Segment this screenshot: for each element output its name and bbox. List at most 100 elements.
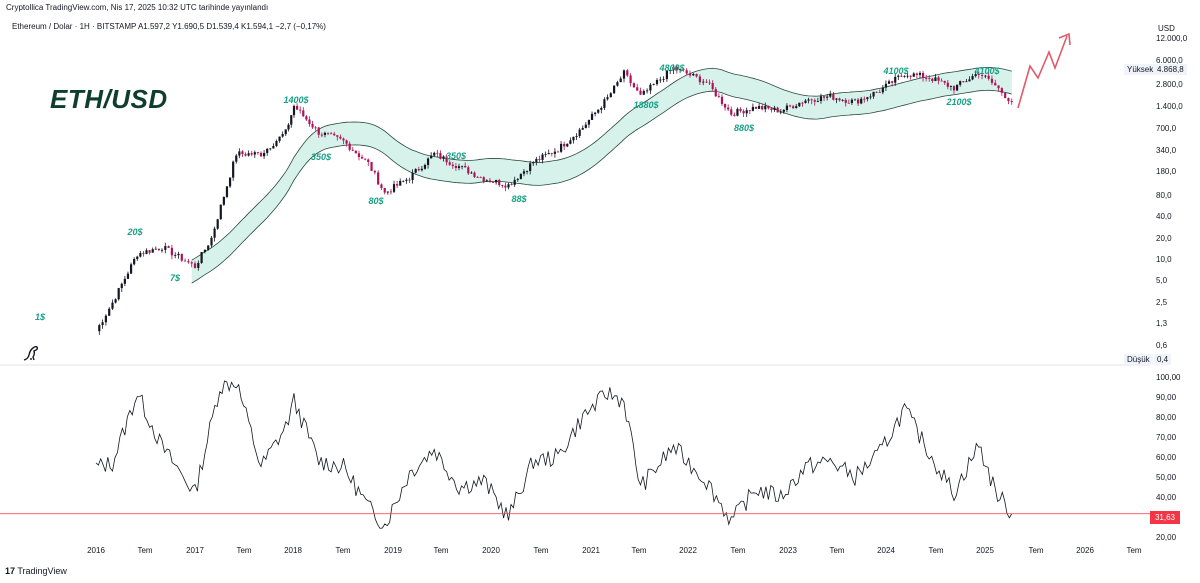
projection-arrow [1017, 32, 1071, 109]
candle-body [636, 87, 639, 91]
candle-body [946, 82, 949, 87]
candle-body [675, 66, 678, 70]
time-label: 2026 [1076, 546, 1094, 555]
candle-body [581, 127, 584, 130]
candle-body [566, 143, 569, 147]
candle-body [111, 302, 114, 309]
candle-body [272, 146, 275, 149]
candle-body [491, 182, 495, 183]
candle-body [906, 75, 909, 77]
candle-body [940, 80, 943, 82]
candle-body [770, 108, 773, 111]
candle-body [652, 84, 655, 85]
candle-body [977, 74, 980, 76]
price-tick: 180,0 [1156, 167, 1177, 176]
candle-body [832, 93, 835, 100]
candle-body [504, 185, 507, 188]
time-label: Tem [1028, 546, 1044, 555]
rsi-line [95, 380, 1013, 529]
candle-body [339, 136, 342, 139]
candle-body [600, 107, 603, 110]
candle-body [785, 105, 789, 110]
tradingview-logo-icon: 17 [5, 566, 16, 576]
time-label: 2023 [779, 546, 797, 555]
candle-body [136, 256, 139, 260]
candle-body [538, 158, 541, 160]
candle-body [955, 84, 959, 91]
tradingview-brand[interactable]: 17 TradingView [5, 566, 67, 576]
candle-body [894, 76, 897, 83]
candle-body [193, 263, 197, 268]
candle-body [708, 82, 711, 84]
projection-path [1017, 35, 1068, 109]
price-tick: 40,0 [1156, 212, 1172, 221]
projection-arrowhead [1058, 32, 1071, 46]
band-fill [191, 67, 1012, 284]
candle-body [114, 299, 117, 303]
rsi-tick: 20,00 [1156, 533, 1177, 542]
candle-body [510, 184, 513, 186]
candle-body [937, 77, 940, 81]
candle-body [320, 134, 323, 136]
candle-body [949, 86, 953, 87]
annotation-label: 4800$ [659, 63, 685, 73]
candle-body [174, 255, 177, 256]
candle-body [287, 124, 290, 130]
candle-body [688, 73, 692, 76]
candle-body [603, 99, 606, 108]
band-lower-line [191, 89, 1012, 284]
rsi-tick: 90,00 [1156, 393, 1177, 402]
candle-body [767, 105, 770, 109]
candle-body [333, 133, 336, 136]
candle-body [498, 180, 501, 186]
candle-body [665, 70, 668, 80]
candle-body [897, 75, 900, 77]
price-tick: 12.000,0 [1156, 34, 1188, 43]
candle-body [370, 161, 373, 171]
candle-body [430, 155, 433, 159]
currency-unit[interactable]: USD [1158, 24, 1175, 33]
candle-body [649, 84, 652, 91]
candle-body [213, 228, 216, 238]
candle-body [417, 169, 420, 171]
candle-body [632, 83, 635, 88]
candle-body [120, 283, 123, 289]
candle-body [646, 90, 649, 92]
candle-body [386, 191, 389, 193]
candle-body [921, 72, 925, 78]
candle-body [207, 245, 210, 250]
candle-body [389, 191, 393, 193]
candle-body [575, 135, 578, 137]
time-label: 2016 [87, 546, 105, 555]
candle-body [813, 100, 816, 102]
annotation-label: 1880$ [633, 100, 659, 110]
candle-body [405, 179, 408, 181]
candle-body [420, 168, 423, 171]
annotation-label: 880$ [733, 123, 755, 133]
candle-body [467, 167, 470, 174]
candle-body [943, 80, 946, 83]
candle-body [804, 100, 807, 103]
candle-body [535, 158, 538, 163]
candle-body [314, 127, 317, 129]
candle-body [900, 75, 903, 77]
dinosaur-icon [23, 345, 39, 361]
candle-body [751, 106, 755, 111]
candle-body [1010, 101, 1013, 103]
candle-body [733, 114, 736, 116]
candle-body [844, 99, 847, 103]
candle-body [460, 165, 464, 167]
symbol-info[interactable]: Ethereum / Dolar · 1H · BITSTAMP A1.597,… [12, 22, 326, 31]
candle-body [151, 249, 154, 253]
price-tick: 1,3 [1156, 319, 1168, 328]
candle-body [392, 184, 396, 192]
candle-body [476, 177, 479, 178]
candle-body [962, 81, 965, 82]
candle-body [225, 186, 229, 197]
candle-body [1007, 98, 1010, 102]
price-tick: 20,0 [1156, 234, 1172, 243]
candle-body [860, 98, 863, 104]
candle-body [544, 154, 547, 156]
candle-body [779, 111, 782, 113]
candle-body [626, 70, 629, 76]
